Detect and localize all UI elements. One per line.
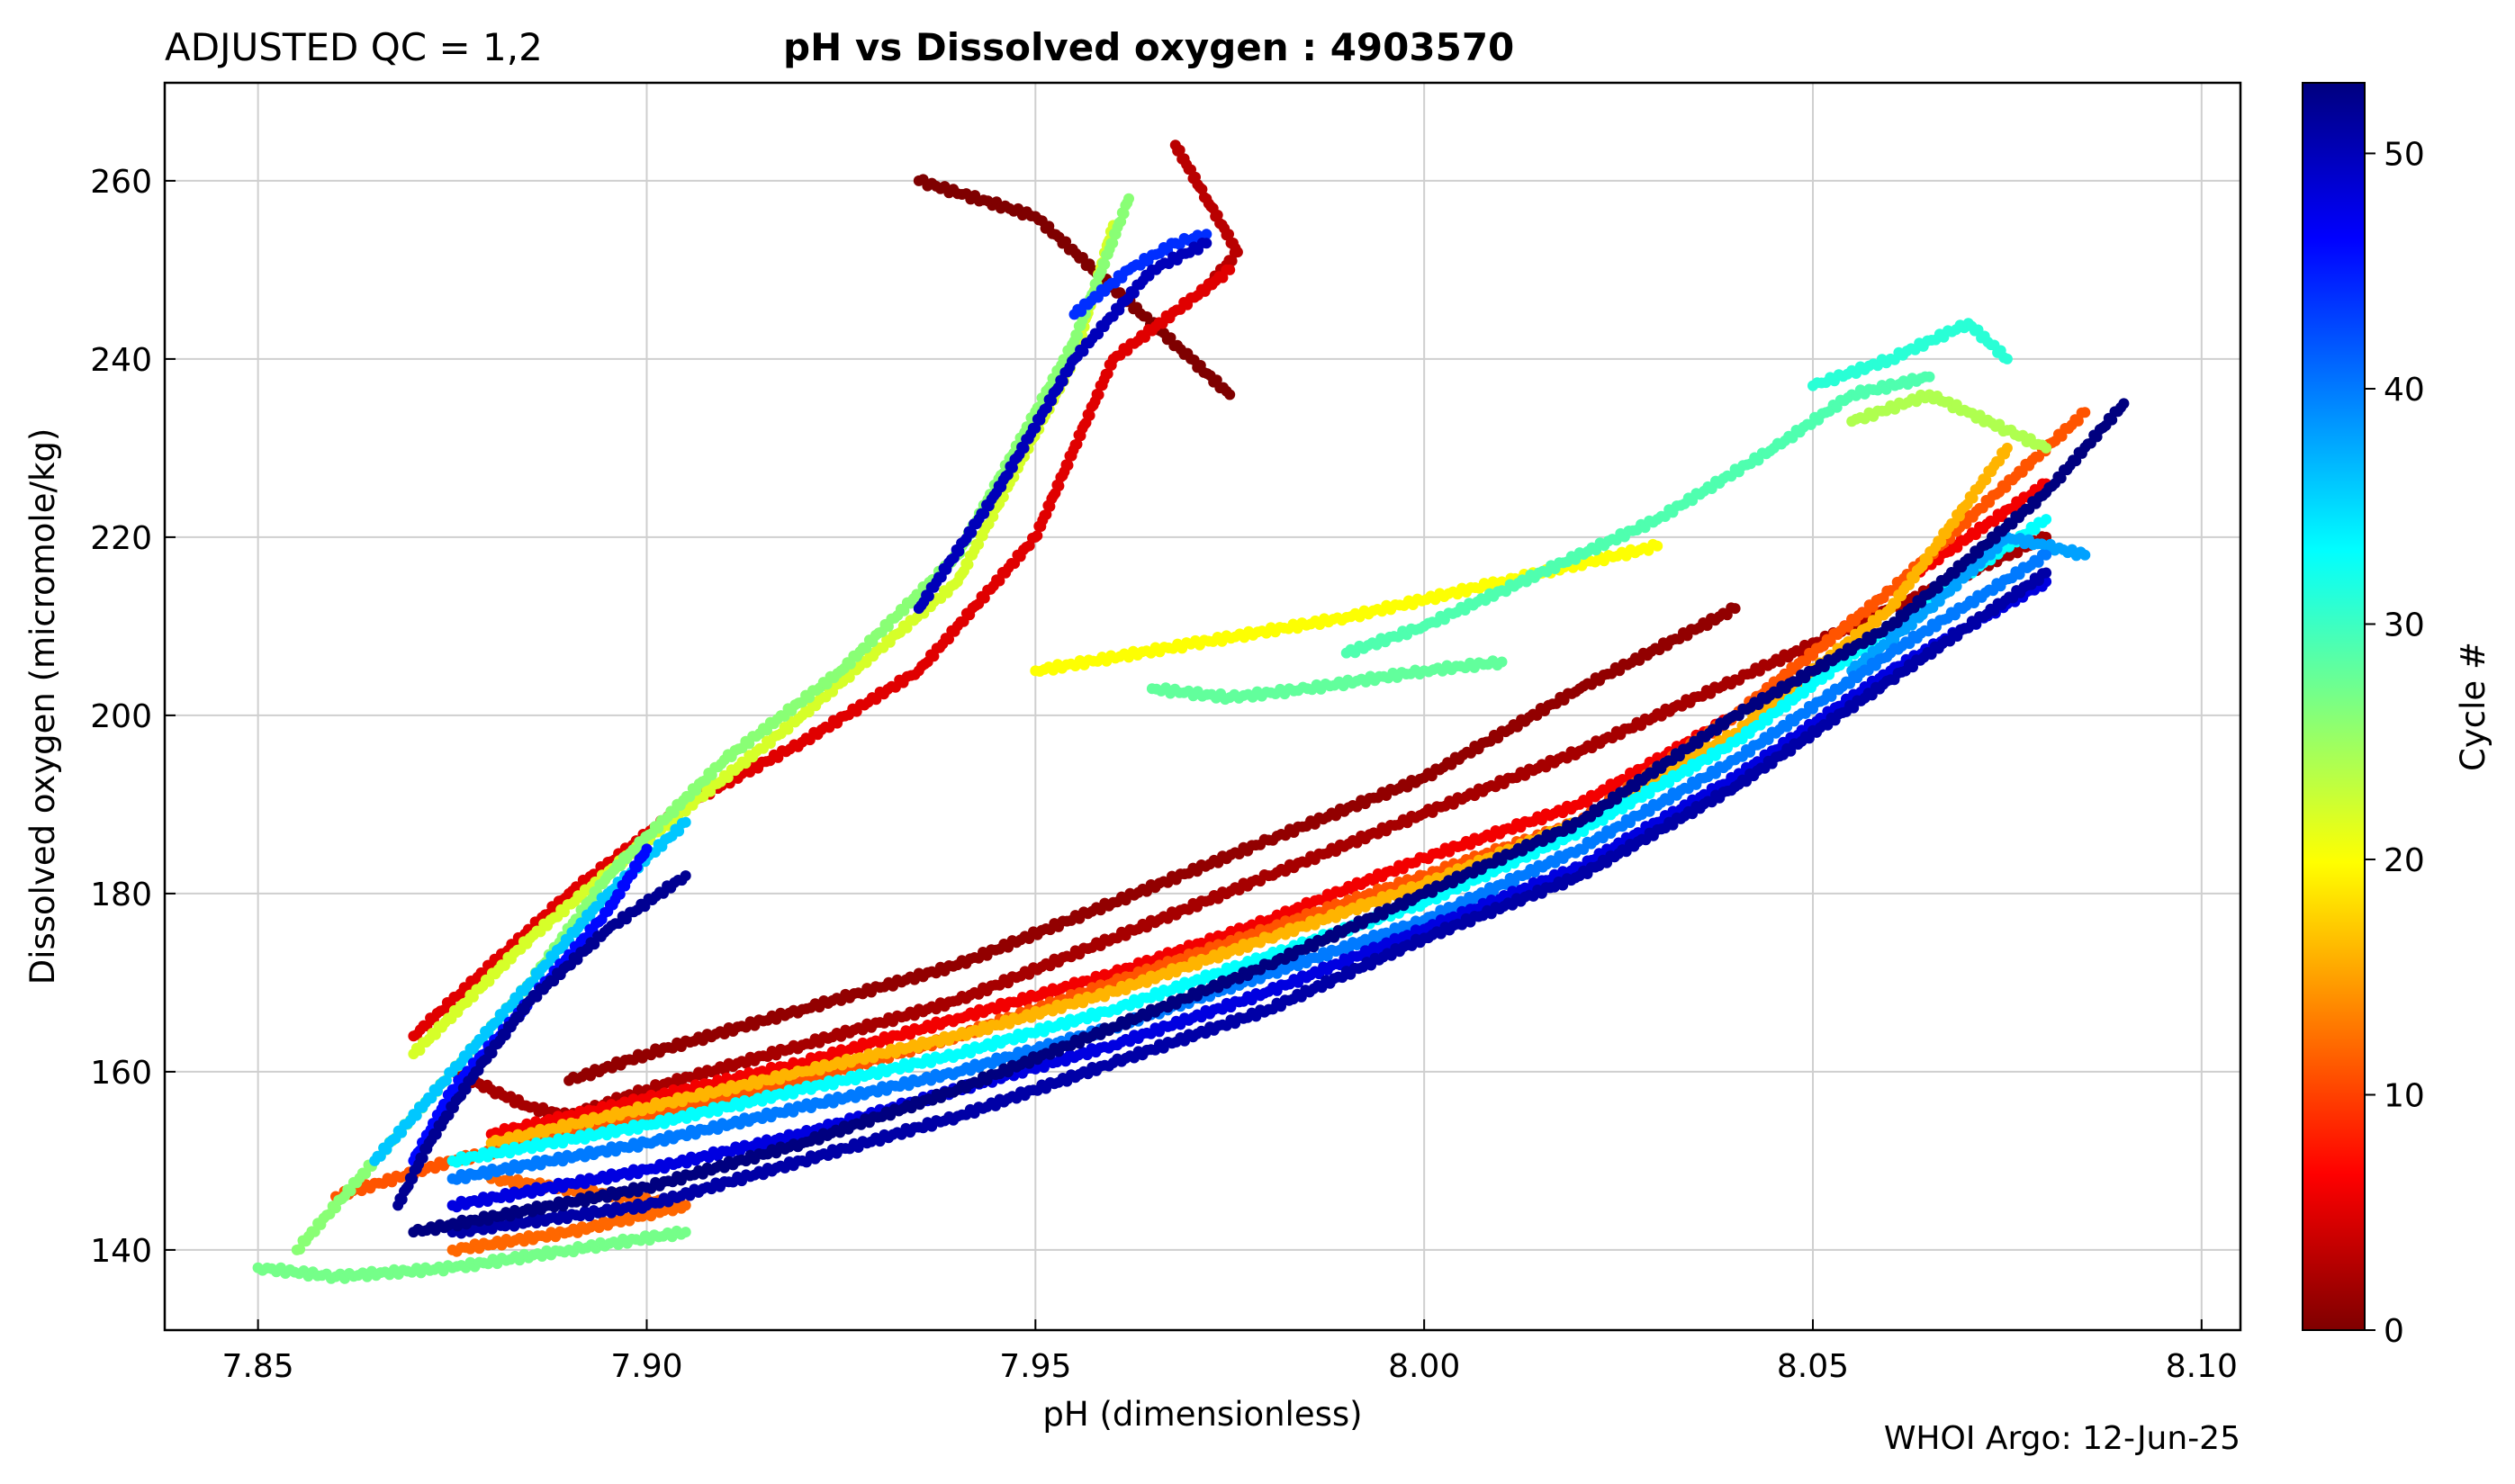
data-point (1107, 238, 1119, 249)
series-cycle-24 (1846, 389, 2052, 454)
series-cycle-44 (1068, 229, 1212, 320)
qc-label: ADJUSTED QC = 1,2 (165, 25, 543, 69)
data-point (928, 651, 940, 662)
data-point (1229, 247, 1240, 258)
data-point (1201, 229, 1212, 240)
data-point (410, 1110, 422, 1121)
data-point (1030, 422, 1041, 434)
data-point (614, 888, 626, 900)
data-point (1041, 508, 1052, 520)
data-point (1224, 264, 1236, 275)
data-point (2041, 442, 2052, 454)
data-point (2001, 353, 2013, 364)
data-point (898, 605, 910, 616)
data-point (1224, 389, 1236, 400)
data-point (923, 590, 934, 602)
data-point (1102, 368, 1113, 380)
data-point (943, 634, 954, 645)
data-point (978, 592, 990, 604)
data-point (1496, 656, 1508, 668)
data-point (680, 816, 691, 828)
data-point (1062, 460, 1074, 471)
data-point (1006, 462, 1018, 473)
series-cycle-29 (1340, 371, 1935, 659)
data-point (2079, 407, 2091, 418)
series-cycle-50 (913, 238, 1212, 615)
plot-background (165, 83, 2240, 1330)
data-point (1018, 443, 1030, 454)
data-point (861, 657, 872, 669)
data-points (252, 139, 2130, 1284)
data-point (1652, 540, 1663, 552)
data-point (1060, 236, 1072, 247)
data-point (1032, 530, 1043, 542)
data-point (1980, 474, 1992, 486)
data-point (953, 545, 965, 557)
data-point (1118, 208, 1130, 220)
data-point (668, 807, 680, 818)
data-point (962, 559, 974, 571)
data-point (935, 571, 947, 583)
data-point (2016, 466, 2028, 478)
data-point (1729, 603, 1741, 615)
series-cycle-36 (369, 816, 691, 1166)
data-point (1123, 193, 1134, 204)
data-point (1924, 371, 1935, 382)
data-point (1961, 517, 1972, 529)
data-point (1165, 332, 1176, 344)
data-point (2041, 549, 2052, 561)
data-point (360, 1168, 372, 1180)
data-point (1077, 252, 1088, 263)
data-point (1223, 229, 1234, 240)
series-cycle-27 (252, 1225, 691, 1284)
chart-title: pH vs Dissolved oxygen : 4903570 (783, 25, 1514, 69)
data-point (1084, 409, 1095, 421)
data-point (1072, 329, 1084, 341)
data-point (1968, 565, 1979, 577)
data-point (426, 1093, 437, 1104)
series-cycle-1 (563, 602, 1741, 1086)
data-point (2072, 415, 2084, 427)
series-cycle-28 (1146, 655, 1508, 706)
data-point (2079, 549, 2091, 561)
data-point (345, 1185, 356, 1197)
data-point (994, 575, 1005, 587)
data-point (1967, 492, 1979, 504)
series-cycle-3 (1169, 139, 1243, 293)
series-cycle-40 (446, 549, 2052, 1185)
data-point (2001, 442, 2013, 454)
data-point (1935, 536, 1947, 547)
series-cycle-16 (485, 442, 2013, 1149)
series-cycle-20 (1030, 538, 1663, 677)
data-point (1071, 438, 1083, 450)
data-point (1093, 389, 1104, 400)
plot-area: 7.85 7.90 7.95 8.00 8.05 8.10 140160180200220… (90, 81, 2242, 1385)
data-point (429, 1029, 441, 1040)
data-point (1046, 395, 1058, 407)
data-point (1922, 554, 1934, 566)
data-point (2041, 514, 2052, 526)
data-point (615, 860, 626, 872)
data-point (966, 526, 978, 538)
data-point (294, 1244, 306, 1255)
data-point (483, 976, 495, 987)
data-point (973, 539, 985, 550)
data-point (844, 658, 856, 670)
series-cycle-31 (1807, 318, 2013, 391)
data-point (1053, 481, 1065, 491)
data-point (1212, 210, 1223, 220)
data-point (680, 1227, 691, 1238)
data-point (1890, 598, 1902, 609)
data-point (641, 843, 653, 855)
data-point (978, 508, 990, 519)
data-point (1099, 258, 1111, 270)
data-point (1174, 144, 1185, 156)
